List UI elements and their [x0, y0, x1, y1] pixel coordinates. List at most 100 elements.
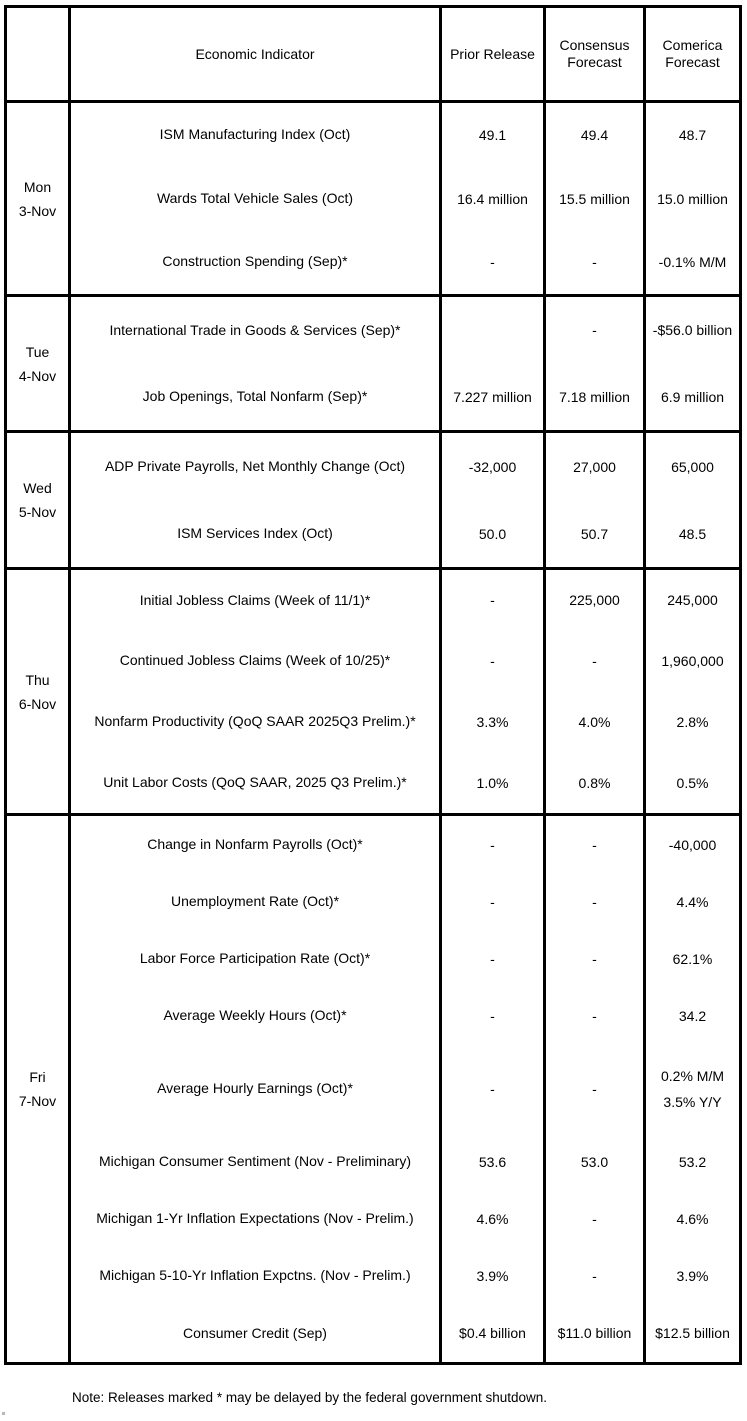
- day-date: 4-Nov: [18, 367, 57, 384]
- prior-release-cell: 1.0%: [442, 752, 546, 813]
- indicator-cell: Initial Jobless Claims (Week of 11/1)*: [71, 570, 442, 631]
- comerica-forecast-cell: 3.9%: [676, 1268, 709, 1285]
- prior-release-cell: -: [442, 630, 546, 692]
- consensus-forecast-cell: -: [546, 230, 646, 295]
- indicator-cell: Michigan 1-Yr Inflation Expectations (No…: [71, 1190, 442, 1248]
- indicator-cell: Construction Spending (Sep)*: [71, 230, 442, 295]
- section-tue: Tue 4-Nov International Trade in Goods &…: [7, 297, 739, 433]
- day-date: 7-Nov: [18, 1093, 57, 1109]
- prior-release-cell: -: [442, 816, 546, 874]
- indicator-cell: Unemployment Rate (Oct)*: [71, 873, 442, 931]
- prior-release-cell: 3.9%: [442, 1247, 546, 1305]
- indicator-cell: Average Hourly Earnings (Oct)*: [71, 1044, 442, 1134]
- prior-release-cell: -: [442, 930, 546, 988]
- comerica-forecast-cell: 4.6%: [676, 1211, 709, 1228]
- comerica-forecast-cell: 4.4%: [676, 893, 709, 910]
- prior-release-cell: -: [442, 1044, 546, 1134]
- table-row: International Trade in Goods & Services …: [71, 297, 739, 364]
- day-date: 6-Nov: [18, 695, 57, 712]
- prior-release-cell: 4.6%: [442, 1190, 546, 1248]
- day-name: Mon: [23, 178, 52, 195]
- prior-release-cell: -32,000: [442, 433, 546, 500]
- consensus-forecast-cell: 49.4: [546, 103, 646, 167]
- prior-release-cell: 16.4 million: [442, 166, 546, 231]
- table-row: Nonfarm Productivity (QoQ SAAR 2025Q3 Pr…: [71, 691, 739, 753]
- table-row: Job Openings, Total Nonfarm (Sep)* 7.227…: [71, 363, 739, 430]
- day-cell: Wed 5-Nov: [7, 433, 71, 567]
- table-row: Initial Jobless Claims (Week of 11/1)* -…: [71, 570, 739, 631]
- consensus-forecast-cell: 15.5 million: [546, 166, 646, 231]
- indicator-cell: Michigan Consumer Sentiment (Nov - Preli…: [71, 1133, 442, 1191]
- comerica-forecast-cell: 1,960,000: [661, 653, 724, 670]
- comerica-forecast-cell: 6.9 million: [660, 388, 725, 405]
- day-name: Wed: [23, 480, 52, 496]
- comerica-forecast-cell: 53.2: [678, 1153, 707, 1170]
- day-name: Thu: [25, 671, 50, 688]
- comerica-forecast-cell: -40,000: [668, 836, 717, 853]
- section-mon: Mon 3-Nov ISM Manufacturing Index (Oct) …: [7, 103, 739, 297]
- comerica-forecast-cell: $12.5 billion: [655, 1325, 730, 1342]
- day-name: Fri: [29, 1069, 46, 1085]
- consensus-forecast-cell: 7.18 million: [546, 363, 646, 430]
- header-economic-indicator: Economic Indicator: [71, 8, 442, 100]
- consensus-forecast-cell: -: [546, 873, 646, 931]
- consensus-forecast-cell: -: [546, 1190, 646, 1248]
- day-name: Tue: [25, 343, 50, 360]
- day-date: 3-Nov: [18, 202, 57, 219]
- consensus-forecast-cell: 4.0%: [546, 691, 646, 753]
- comerica-forecast-cell: 15.0 million: [657, 190, 728, 207]
- indicator-cell: Consumer Credit (Sep): [71, 1304, 442, 1362]
- stray-mark: [2, 1412, 5, 1415]
- table-row: Unemployment Rate (Oct)* - - 4.4%: [71, 873, 739, 931]
- indicator-cell: Michigan 5-10-Yr Inflation Expctns. (Nov…: [71, 1247, 442, 1305]
- indicator-cell: Average Weekly Hours (Oct)*: [71, 987, 442, 1045]
- prior-release-cell: 7.227 million: [442, 363, 546, 430]
- indicator-cell: Nonfarm Productivity (QoQ SAAR 2025Q3 Pr…: [71, 691, 442, 753]
- prior-release-cell: $0.4 billion: [442, 1304, 546, 1362]
- consensus-forecast-cell: -: [546, 1247, 646, 1305]
- indicator-cell: Continued Jobless Claims (Week of 10/25)…: [71, 630, 442, 692]
- table-row: Average Weekly Hours (Oct)* - - 34.2: [71, 987, 739, 1045]
- table-row: ADP Private Payrolls, Net Monthly Change…: [71, 433, 739, 500]
- footnote: Note: Releases marked * may be delayed b…: [72, 1390, 548, 1405]
- table-row: Construction Spending (Sep)* - - -0.1% M…: [71, 230, 739, 295]
- section-thu: Thu 6-Nov Initial Jobless Claims (Week o…: [7, 570, 739, 816]
- consensus-forecast-cell: -: [546, 816, 646, 874]
- comerica-forecast-cell: 48.5: [678, 525, 707, 542]
- economic-calendar-table: Economic Indicator Prior Release Consens…: [4, 5, 742, 1365]
- consensus-forecast-cell: -: [546, 630, 646, 692]
- prior-release-cell: 50.0: [442, 500, 546, 567]
- table-row: ISM Services Index (Oct) 50.0 50.7 48.5: [71, 500, 739, 567]
- indicator-cell: Wards Total Vehicle Sales (Oct): [71, 166, 442, 231]
- prior-release-cell: -: [442, 570, 546, 631]
- header-comerica-forecast: Comerica Forecast: [662, 37, 723, 70]
- day-cell: Tue 4-Nov: [7, 297, 71, 430]
- comerica-forecast-cell: 245,000: [667, 592, 718, 609]
- prior-release-cell: -: [442, 873, 546, 931]
- table-row: Consumer Credit (Sep) $0.4 billion $11.0…: [71, 1304, 739, 1362]
- day-date: 5-Nov: [18, 504, 57, 520]
- table-row: Michigan 5-10-Yr Inflation Expctns. (Nov…: [71, 1247, 739, 1305]
- indicator-cell: International Trade in Goods & Services …: [71, 297, 442, 364]
- comerica-forecast-cell: 34.2: [678, 1008, 707, 1025]
- table-row: Michigan 1-Yr Inflation Expectations (No…: [71, 1190, 739, 1248]
- header-consensus-forecast: Consensus Forecast: [546, 8, 646, 100]
- indicator-cell: Change in Nonfarm Payrolls (Oct)*: [71, 816, 442, 874]
- consensus-forecast-cell: -: [546, 1044, 646, 1134]
- consensus-forecast-cell: 225,000: [546, 570, 646, 631]
- consensus-forecast-cell: $11.0 billion: [546, 1304, 646, 1362]
- consensus-forecast-cell: 0.8%: [546, 752, 646, 813]
- section-wed: Wed 5-Nov ADP Private Payrolls, Net Mont…: [7, 433, 739, 570]
- table-row: Change in Nonfarm Payrolls (Oct)* - - -4…: [71, 816, 739, 874]
- prior-release-cell: [442, 297, 546, 364]
- indicator-cell: Job Openings, Total Nonfarm (Sep)*: [71, 363, 442, 430]
- indicator-cell: Unit Labor Costs (QoQ SAAR, 2025 Q3 Prel…: [71, 752, 442, 813]
- day-cell: Mon 3-Nov: [7, 103, 71, 294]
- prior-release-cell: 49.1: [442, 103, 546, 167]
- day-cell: Thu 6-Nov: [7, 570, 71, 813]
- indicator-cell: ADP Private Payrolls, Net Monthly Change…: [71, 433, 442, 500]
- table-row: Unit Labor Costs (QoQ SAAR, 2025 Q3 Prel…: [71, 752, 739, 813]
- section-fri: Fri 7-Nov Change in Nonfarm Payrolls (Oc…: [7, 816, 739, 1362]
- header-prior-release: Prior Release: [442, 8, 546, 100]
